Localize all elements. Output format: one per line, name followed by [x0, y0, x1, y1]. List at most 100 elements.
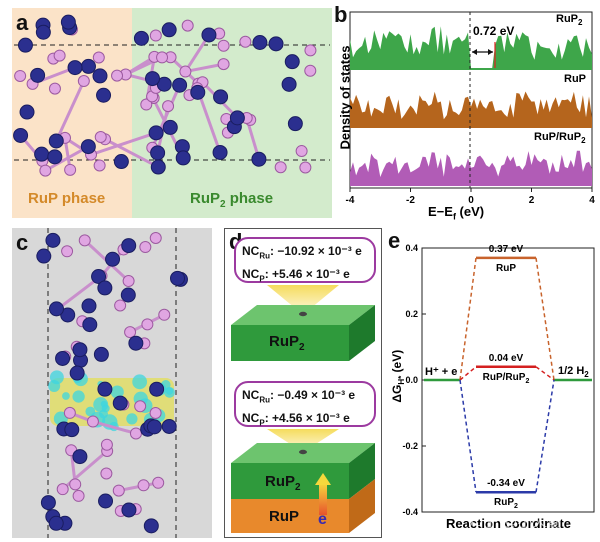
gap-arrow-head-left: [472, 49, 477, 55]
top-p-value: : +5.46 × 10⁻³ e: [264, 267, 350, 282]
bot-p-sub: P: [259, 418, 265, 428]
dos-ruprup2-label-sub: 2: [581, 136, 586, 146]
energy-xlabel: Reaction coordinate: [446, 516, 571, 531]
rup-phase-label: RuP phase: [28, 190, 106, 207]
ru-atom: [36, 248, 52, 264]
ru-atom: [112, 395, 128, 411]
ru-atom: [48, 515, 64, 531]
top-block-label: RuP2: [269, 333, 305, 353]
energy-value-label: 0.04 eV: [489, 353, 524, 364]
ru-atom: [121, 238, 137, 254]
energy-series-label: RuP2: [494, 497, 518, 510]
ru-atom: [92, 68, 108, 84]
ru-atom: [17, 37, 33, 53]
p-atom: [295, 145, 308, 158]
ru-atom: [97, 381, 113, 397]
ru-atom: [120, 287, 136, 303]
dos-xtick-label: 2: [529, 195, 535, 206]
charge-depletion: [62, 392, 70, 400]
ru-atom: [80, 139, 96, 155]
ru-atom: [48, 133, 64, 149]
ru-atom: [284, 54, 300, 70]
top-p-label: NC: [242, 267, 260, 282]
ru-atom: [67, 60, 83, 76]
p-atom: [217, 39, 230, 52]
ru-atom: [133, 30, 149, 46]
energy-ylabel-unit: (eV): [389, 349, 404, 376]
ru-atom: [190, 84, 206, 100]
ru-atom: [98, 493, 114, 509]
p-atom: [63, 406, 76, 419]
ru-atom: [97, 280, 113, 296]
connector-right: [535, 257, 555, 381]
dos-rup2-label: RuP2: [556, 13, 582, 27]
ru-atom: [144, 71, 160, 87]
ru-atom: [170, 270, 186, 286]
ru-atom: [128, 335, 144, 351]
bot-p-line: NCP: +4.56 × 10⁻³ e: [242, 409, 374, 432]
ru-atom: [72, 449, 88, 465]
charge-depletion: [132, 374, 148, 390]
top-block-label-sub: 2: [299, 342, 305, 353]
electron-label: e: [318, 511, 327, 528]
p-atom: [56, 483, 69, 496]
dos-ruprup2-label-main: RuP/RuP: [534, 131, 582, 143]
energy-ytick-label: 0.2: [405, 309, 418, 319]
ru-atom: [47, 149, 63, 165]
ru-atom: [60, 14, 76, 30]
p-atom: [304, 44, 317, 57]
charge-depletion: [72, 390, 85, 403]
energy-ytick-label: 0.4: [405, 243, 418, 253]
p-atom: [274, 161, 287, 174]
energy-ylabel-main: ΔG: [389, 384, 404, 403]
p-atom: [122, 274, 135, 287]
p-atom: [181, 19, 194, 32]
bond: [44, 145, 90, 172]
p-atom: [92, 51, 105, 64]
p-atom: [93, 159, 106, 172]
ru-atom: [105, 251, 121, 267]
bottom-lower-label: RuP: [269, 508, 299, 525]
dos-rup-label: RuP: [564, 73, 586, 85]
ru-atom: [91, 268, 107, 284]
connector-left: [459, 366, 477, 381]
p-atom: [129, 427, 142, 440]
ru-atom: [72, 342, 88, 358]
rup2-phase-label: RuP2 phase: [190, 190, 273, 210]
p-atom: [48, 82, 61, 95]
rup2-phase-label-main: RuP: [190, 190, 220, 207]
p-atom: [100, 438, 113, 451]
bot-ru-label: NC: [242, 388, 260, 402]
bond: [90, 131, 157, 157]
bot-ru-sub: Ru: [259, 395, 271, 405]
right-state-main: 1/2 H: [558, 365, 585, 377]
charge-depletion: [126, 413, 138, 425]
ru-atom: [45, 232, 61, 248]
bot-ru-line: NCRu: −0.49 × 10⁻³ e: [242, 386, 374, 409]
charge-depletion: [93, 397, 109, 413]
ru-atom: [30, 67, 46, 83]
ru-atom: [162, 119, 178, 135]
p-atom: [77, 75, 90, 88]
bottom-upper-label-main: RuP: [265, 473, 295, 490]
dos-xtick-label: -2: [406, 195, 415, 206]
energy-ylabel: ΔGH* (eV): [390, 346, 406, 406]
charge-density-structure: [36, 228, 188, 538]
p-atom: [39, 164, 52, 177]
dos-gap-label: 0.72 eV: [473, 24, 515, 38]
ru-atom: [148, 125, 164, 141]
bottom-slab-illustration: [231, 429, 375, 533]
dos-ruprup2-curve: [350, 150, 592, 186]
panel-d: d NCRu: −10.92 × 10⁻³ e NCP: +5.46 × 10⁻…: [224, 228, 382, 538]
p-atom: [86, 415, 99, 428]
p-atom: [158, 308, 171, 321]
panel-b-letter: b: [334, 2, 348, 27]
ru-atom: [212, 144, 228, 160]
ru-atom: [13, 127, 29, 143]
ru-atom: [175, 150, 191, 166]
p-atom: [179, 65, 192, 78]
ru-atom: [80, 58, 96, 74]
p-atom: [134, 400, 147, 413]
ru-atom: [121, 502, 137, 518]
dos-xtick-label: 0: [468, 195, 474, 206]
